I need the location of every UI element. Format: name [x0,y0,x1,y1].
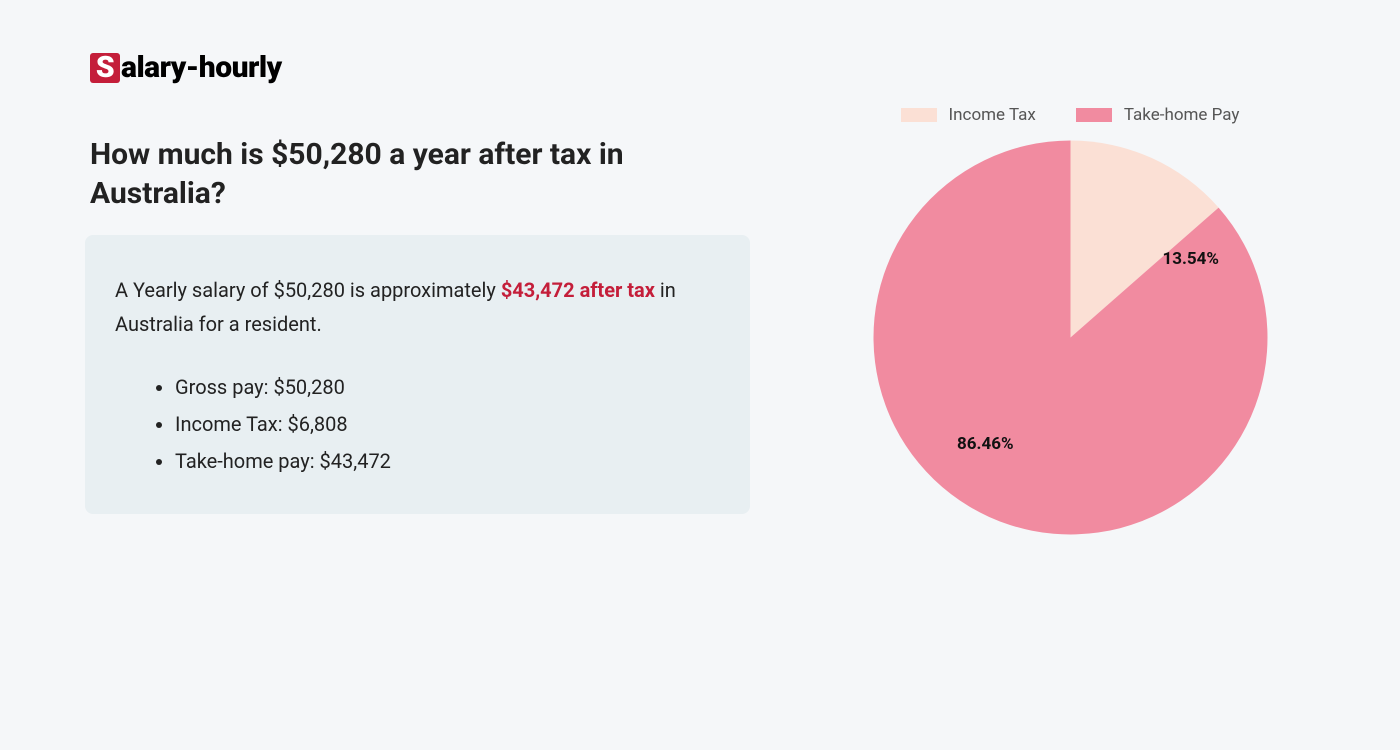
summary-box: A Yearly salary of $50,280 is approximat… [85,235,750,514]
pie-label-take-home: 86.46% [957,434,1014,454]
legend-label: Take-home Pay [1124,105,1240,125]
pie-label-income-tax: 13.54% [1162,249,1219,269]
site-logo: Salary-hourly [90,50,282,85]
logo-text: alary-hourly [121,50,282,85]
chart-legend: Income Tax Take-home Pay [830,105,1310,125]
pie-holder: 13.54% 86.46% [873,140,1268,535]
legend-swatch [901,108,937,122]
legend-swatch [1076,108,1112,122]
summary-sentence: A Yearly salary of $50,280 is approximat… [115,273,720,341]
summary-pre: A Yearly salary of $50,280 is approximat… [115,278,501,302]
legend-item-take-home: Take-home Pay [1076,105,1240,125]
pie-svg [873,140,1268,535]
page-title: How much is $50,280 a year after tax in … [90,135,730,213]
logo-mark: S [90,53,120,83]
summary-list: Gross pay: $50,280 Income Tax: $6,808 Ta… [115,369,720,480]
list-item: Gross pay: $50,280 [175,369,720,406]
legend-label: Income Tax [949,105,1036,125]
pie-chart: Income Tax Take-home Pay 13.54% 86.46% [830,105,1310,535]
legend-item-income-tax: Income Tax [901,105,1036,125]
list-item: Take-home pay: $43,472 [175,443,720,480]
summary-highlight: $43,472 after tax [501,278,655,302]
list-item: Income Tax: $6,808 [175,406,720,443]
